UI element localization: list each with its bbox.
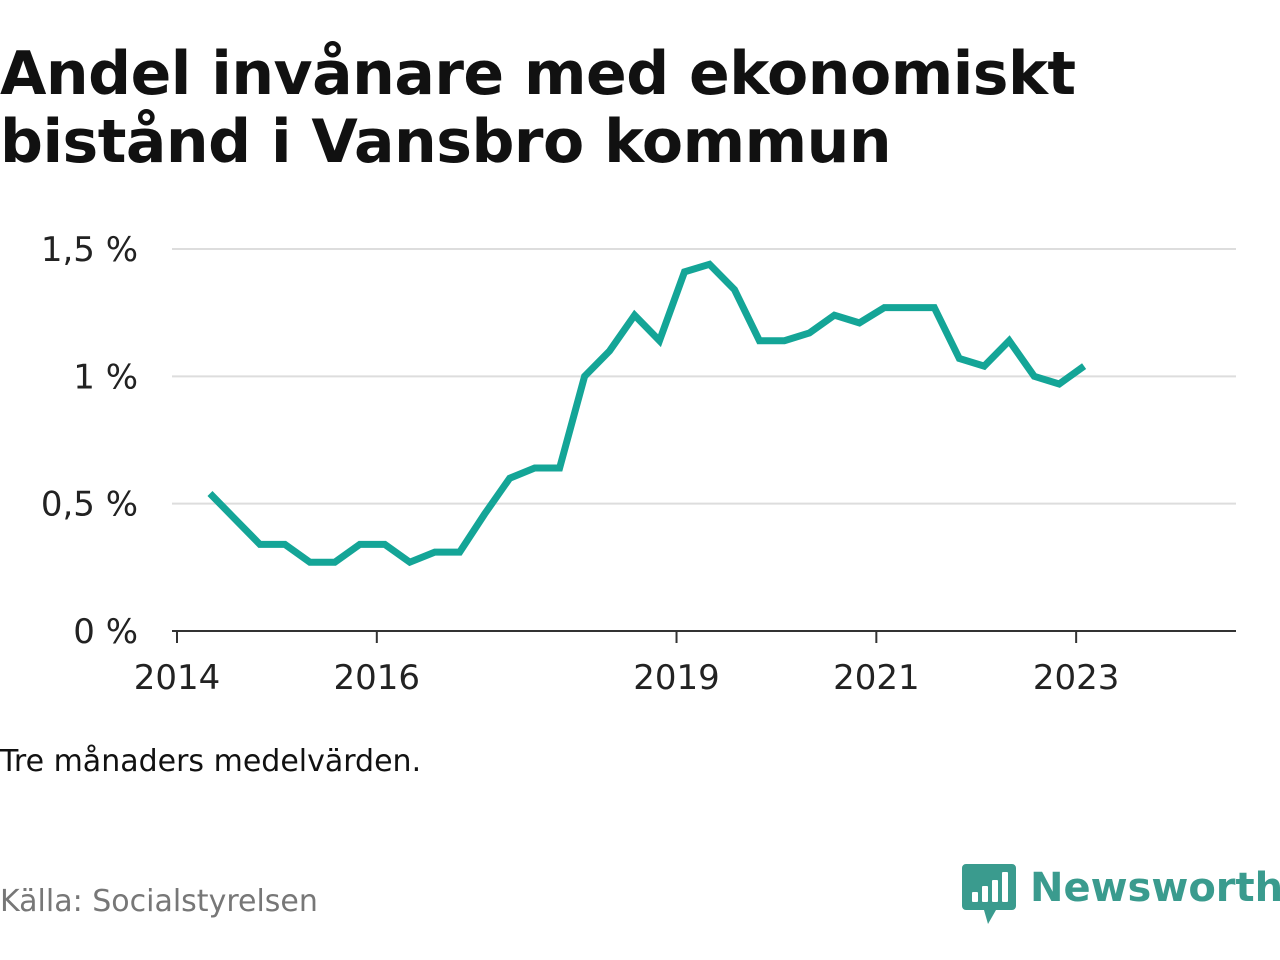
x-axis-labels: 2014 2016 2019 2021 2023 xyxy=(134,658,1120,698)
x-tick-label: 2023 xyxy=(1033,658,1120,698)
y-tick-label: 1,5 % xyxy=(41,230,138,270)
chart-title-line-2: bistånd i Vansbro kommun xyxy=(0,107,892,177)
series xyxy=(207,260,1087,567)
chart-note: Tre månaders medelvärden. xyxy=(0,744,422,779)
gridlines xyxy=(172,248,1236,505)
chart-title: Andel invånare med ekonomiskt bistånd i … xyxy=(0,40,1240,176)
chart-title-line-1: Andel invånare med ekonomiskt xyxy=(0,39,1076,109)
x-tick-label: 2021 xyxy=(833,658,920,698)
x-axis xyxy=(172,630,1236,643)
x-tick-label: 2014 xyxy=(134,658,221,698)
bar-chart-speech-bubble-icon xyxy=(962,864,1016,924)
y-tick-label: 0 % xyxy=(73,612,138,652)
series-line xyxy=(207,260,1087,567)
y-tick-label: 0,5 % xyxy=(41,485,138,525)
y-axis-labels: 0 % 0,5 % 1 % 1,5 % xyxy=(41,230,138,652)
x-tick-label: 2016 xyxy=(334,658,421,698)
source-label: Källa: Socialstyrelsen xyxy=(0,884,318,919)
brand-name: Newsworthy xyxy=(1030,865,1280,911)
x-tick-label: 2019 xyxy=(633,658,720,698)
line-chart: 0 % 0,5 % 1 % 1,5 % 2014 2016 2019 2021 2023 xyxy=(41,230,1236,698)
y-tick-label: 1 % xyxy=(73,357,138,397)
newsworthy-logo: Newsworthy xyxy=(962,862,1280,928)
